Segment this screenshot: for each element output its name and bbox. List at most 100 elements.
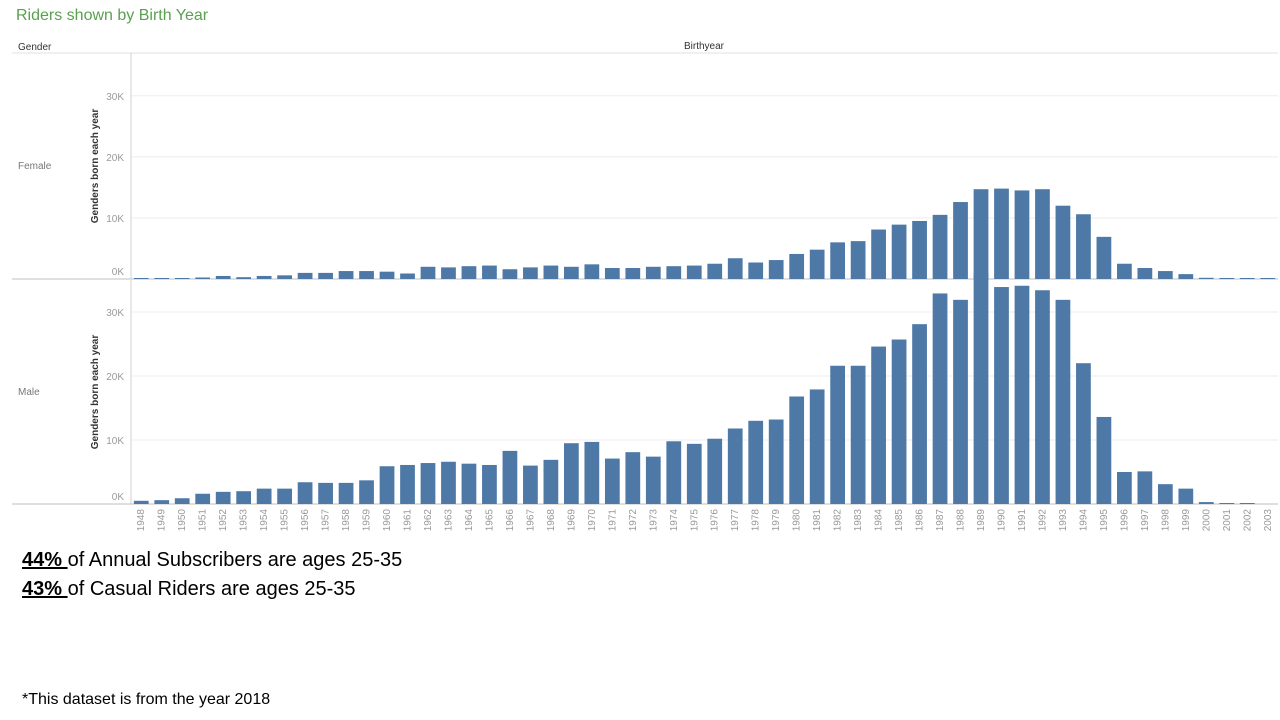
- stat-casual-pct: 43%: [22, 578, 68, 600]
- x-tick-label: 2001: [1222, 509, 1233, 532]
- bar-male-2002: [1239, 503, 1255, 504]
- bar-female-1967: [523, 267, 538, 279]
- bar-male-1959: [359, 480, 374, 504]
- bar-female-1969: [563, 266, 579, 279]
- bar-female-1994: [1076, 214, 1091, 279]
- x-tick-label: 1983: [853, 509, 864, 532]
- bar-female-1975: [686, 265, 702, 279]
- x-tick-label: 1948: [136, 509, 147, 532]
- y-tick-label: 30K: [106, 92, 124, 103]
- bar-female-2002: [1239, 278, 1255, 279]
- x-tick-label: 1980: [792, 509, 803, 532]
- bar-male-1949: [154, 500, 170, 504]
- bar-female-1993: [1055, 205, 1071, 279]
- bar-male-1972: [625, 452, 641, 504]
- bar-male-1964: [461, 463, 477, 504]
- y-tick-label: 20K: [106, 372, 124, 383]
- bar-male-1979: [768, 419, 784, 504]
- x-tick-label: 1976: [710, 509, 721, 532]
- bar-male-1989: [973, 272, 989, 504]
- stat-annual-subscribers: 44% of Annual Subscribers are ages 25-35: [22, 549, 402, 572]
- x-tick-label: 1987: [935, 509, 946, 532]
- x-tick-label: 2000: [1201, 509, 1212, 532]
- y-tick-label: 10K: [106, 214, 124, 225]
- bar-female-1970: [584, 264, 600, 279]
- bar-male-1997: [1137, 471, 1153, 504]
- bar-male-1990: [994, 287, 1009, 504]
- x-tick-label: 1965: [484, 509, 495, 532]
- y-tick-label: 20K: [106, 153, 124, 164]
- bar-female-1981: [809, 249, 825, 279]
- x-tick-label: 1972: [628, 509, 639, 532]
- bar-female-1957: [318, 272, 333, 279]
- bar-male-1960: [379, 466, 395, 504]
- stat-casual-riders: 43% of Casual Riders are ages 25-35: [22, 578, 356, 601]
- bar-female-1995: [1096, 236, 1112, 279]
- y-tick-label: 30K: [106, 308, 124, 319]
- x-tick-label: 1966: [505, 509, 516, 532]
- x-tick-label: 1982: [833, 509, 844, 532]
- x-tick-label: 1961: [403, 509, 414, 532]
- bar-male-1963: [441, 461, 456, 504]
- bar-male-1953: [236, 491, 252, 504]
- bar-female-1984: [871, 229, 886, 279]
- bar-female-1966: [502, 269, 518, 279]
- bar-female-1973: [645, 266, 661, 279]
- y-axis-label: Genders born each year: [90, 335, 101, 450]
- bar-male-1950: [174, 498, 190, 504]
- x-tick-label: 1985: [894, 509, 905, 532]
- bar-male-1954: [256, 488, 272, 504]
- x-tick-label: 1964: [464, 509, 475, 532]
- bar-female-2001: [1219, 278, 1235, 279]
- bar-female-1998: [1157, 271, 1173, 279]
- x-tick-label: 1968: [546, 509, 557, 532]
- bar-male-1975: [686, 443, 702, 504]
- bar-male-1973: [645, 456, 661, 504]
- x-tick-label: 1975: [689, 509, 700, 532]
- bar-male-1982: [830, 365, 846, 504]
- bar-male-1992: [1035, 290, 1050, 504]
- row-header: Gender: [18, 42, 52, 53]
- bar-female-1952: [215, 275, 231, 279]
- bar-male-1981: [809, 389, 825, 504]
- x-tick-label: 1986: [915, 509, 926, 532]
- y-tick-label: 10K: [106, 436, 124, 447]
- bar-male-1986: [912, 324, 927, 504]
- bar-male-1962: [420, 463, 436, 504]
- x-tick-label: 1949: [157, 509, 168, 532]
- bar-male-1999: [1178, 488, 1194, 504]
- x-tick-label: 1998: [1160, 509, 1171, 532]
- bar-male-1980: [789, 396, 805, 504]
- x-tick-label: 1989: [976, 509, 987, 532]
- bar-male-1961: [400, 464, 415, 504]
- x-tick-label: 1995: [1099, 509, 1110, 532]
- panel-female: 0K 10K 20K 30K Female Genders born each year: [12, 53, 1278, 280]
- x-tick-label: 1957: [321, 509, 332, 532]
- bar-male-1957: [318, 482, 333, 504]
- bar-female-1999: [1178, 274, 1194, 279]
- x-tick-label: 1996: [1119, 509, 1130, 532]
- bar-male-1958: [338, 482, 354, 504]
- y-tick-label: 0K: [112, 267, 125, 278]
- stat-casual-text: of Casual Riders are ages 25-35: [67, 578, 356, 600]
- x-tick-label: 1959: [362, 509, 373, 532]
- bar-female-1996: [1117, 263, 1132, 279]
- bar-female-1965: [482, 265, 497, 279]
- stat-annual-pct: 44%: [22, 549, 68, 571]
- bar-female-1990: [994, 188, 1009, 279]
- x-tick-label: 1973: [648, 509, 659, 532]
- bar-male-1988: [953, 299, 968, 504]
- bar-female-1959: [359, 271, 374, 279]
- bar-female-1974: [666, 266, 682, 279]
- bar-male-1948: [133, 500, 149, 504]
- x-tick-label: 1963: [443, 509, 454, 532]
- bar-male-1984: [871, 346, 886, 504]
- x-tick-label: 1971: [607, 509, 618, 532]
- x-tick-label: 1951: [198, 509, 209, 532]
- bar-female-1968: [543, 265, 559, 279]
- bar-male-1967: [523, 465, 538, 504]
- bar-male-1983: [850, 365, 866, 504]
- x-tick-label: 1999: [1181, 509, 1192, 532]
- x-tick-label: 1954: [259, 509, 270, 532]
- bar-male-2000: [1198, 502, 1214, 504]
